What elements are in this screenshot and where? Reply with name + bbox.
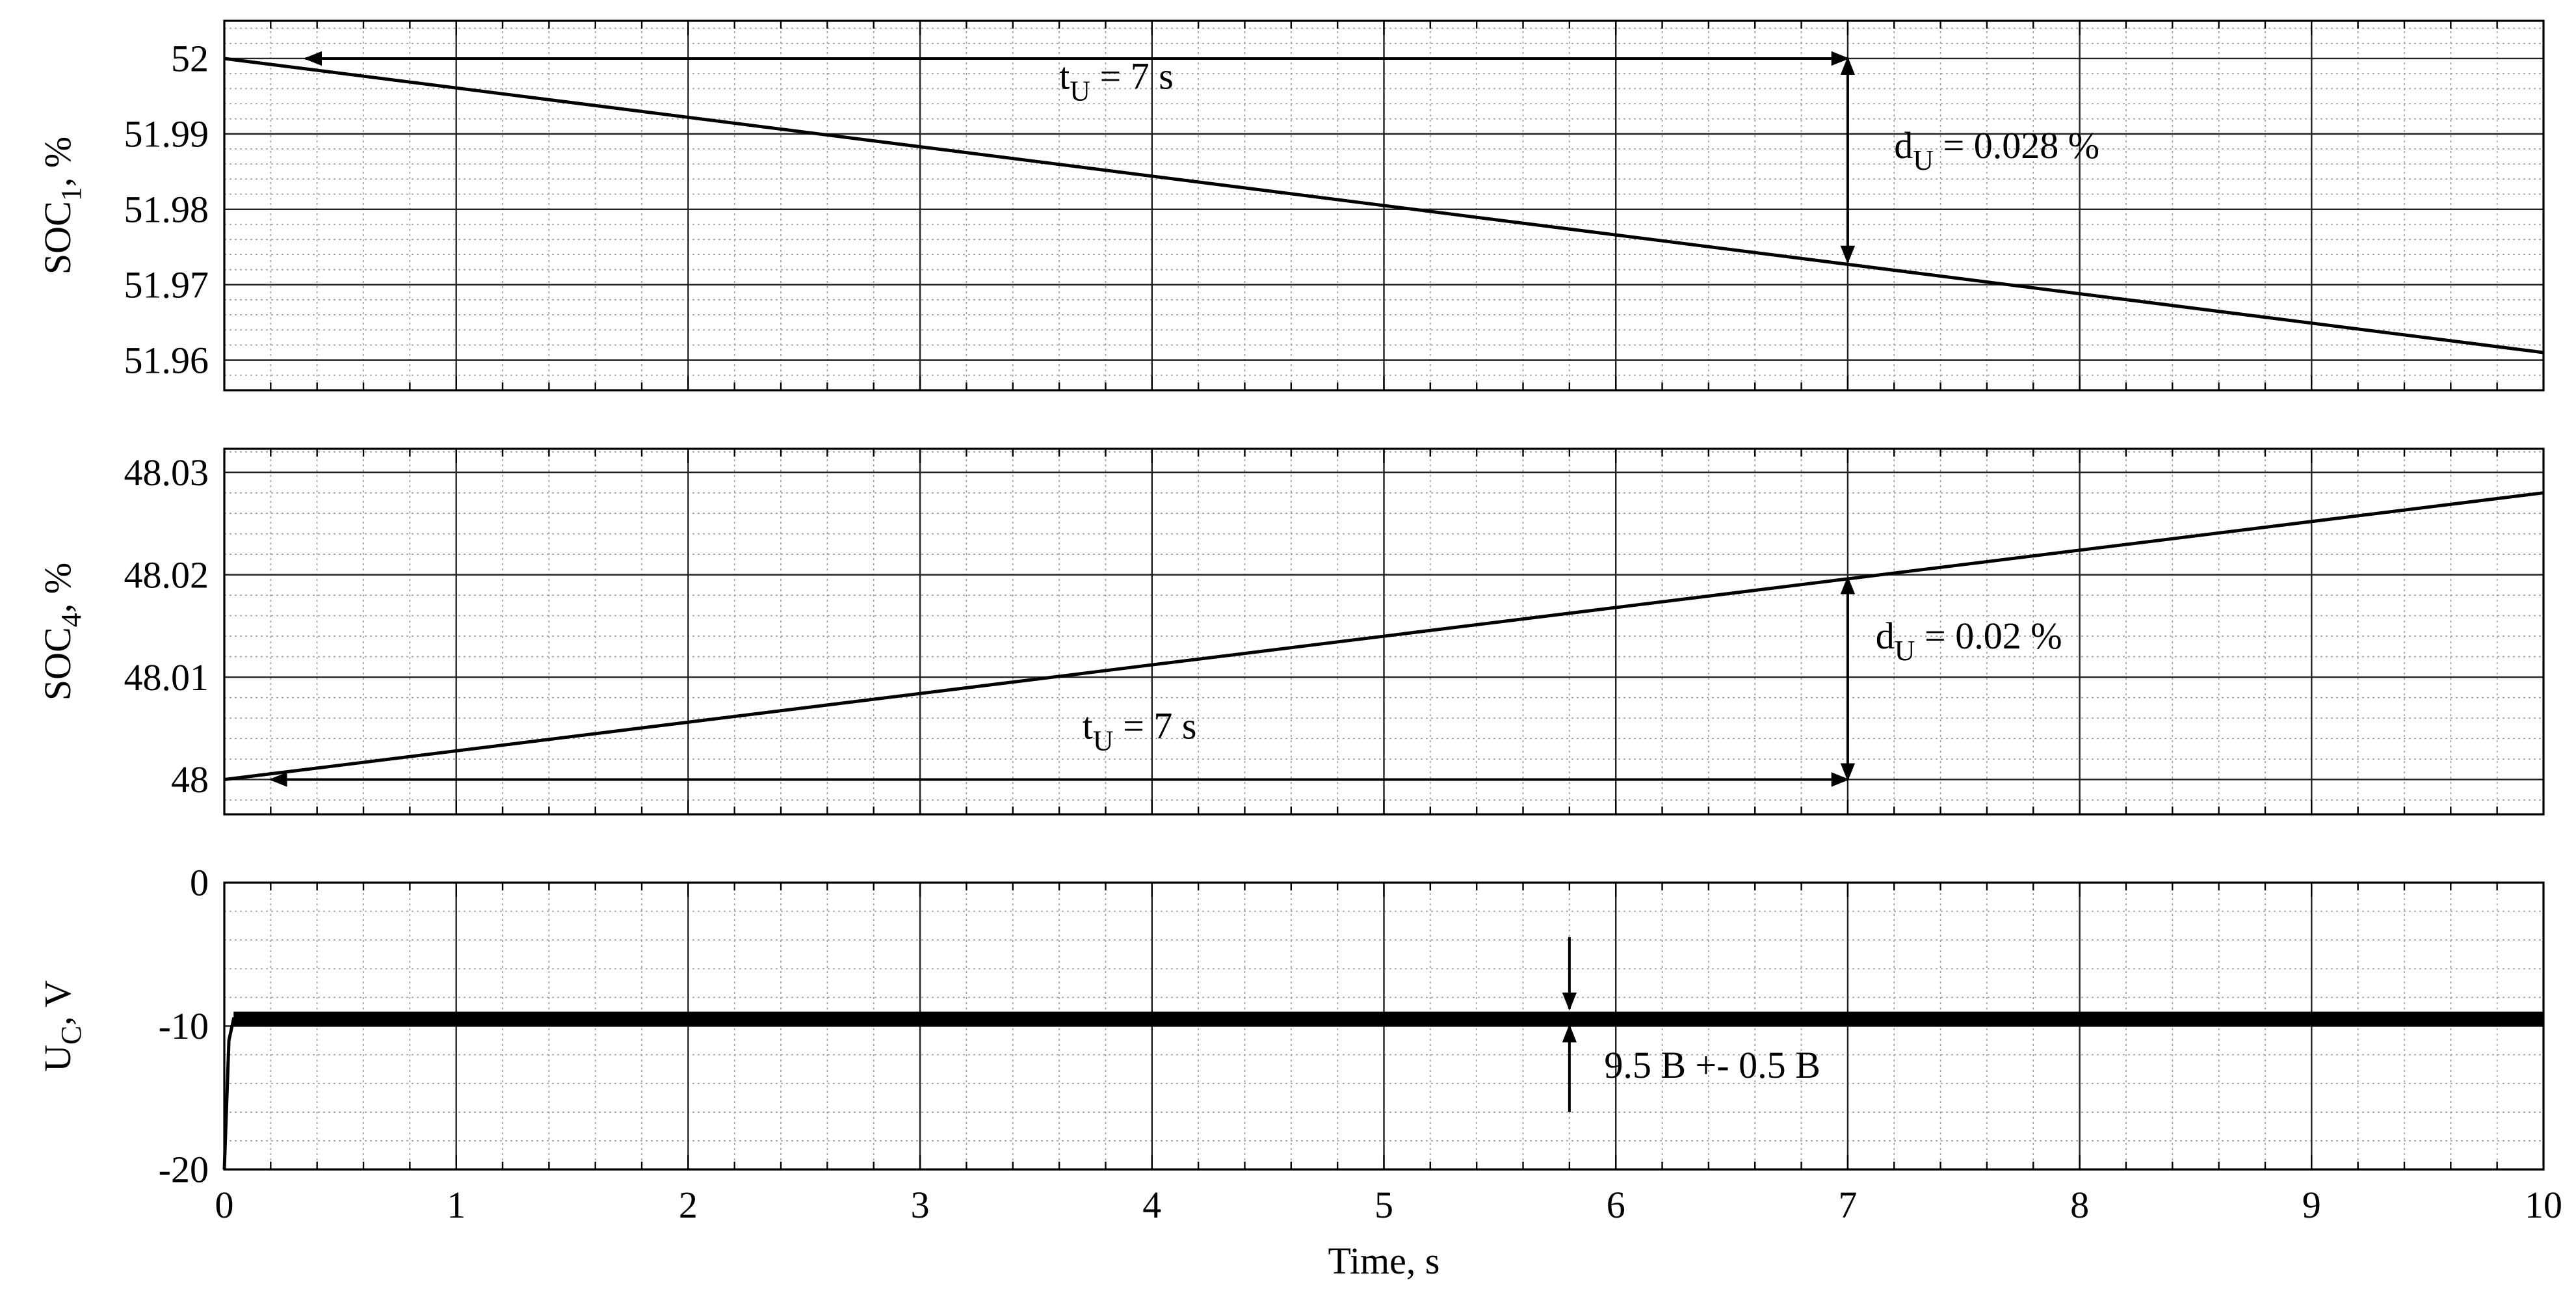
plot-frame xyxy=(223,447,2545,816)
annotation-rest: = 0.02 % xyxy=(1915,615,2062,657)
annotation-label: dU = 0.028 % xyxy=(1894,124,2099,176)
y-axis-title-subscript: C xyxy=(55,1026,87,1045)
y-axis-title-unit: , % xyxy=(36,137,79,187)
y-tick-label: 51.96 xyxy=(124,339,209,381)
y-axis-title-unit: , % xyxy=(36,563,79,613)
x-tick-label: 0 xyxy=(215,1184,234,1226)
x-tick-label: 3 xyxy=(911,1184,930,1226)
y-tick-label: 0 xyxy=(190,862,209,904)
y-axis-title: SOC4, % xyxy=(36,563,87,701)
x-tick-label: 10 xyxy=(2525,1184,2562,1226)
x-tick-label: 6 xyxy=(1607,1184,1625,1226)
annotation-base: d xyxy=(1876,615,1895,657)
annotation-subscript: U xyxy=(1070,75,1090,107)
y-tick-label: -10 xyxy=(159,1005,209,1047)
y-tick-label: 52 xyxy=(171,38,209,80)
y-tick-label: 48.03 xyxy=(124,451,209,494)
annotation-base: 9.5 B +- 0.5 B xyxy=(1604,1044,1820,1086)
series-line xyxy=(224,491,2544,781)
y-axis-title: UC, V xyxy=(36,980,87,1072)
y-tick-label: 48 xyxy=(171,758,209,801)
annotation-rest: = 7 s xyxy=(1090,55,1174,97)
annotation-subscript: U xyxy=(1895,635,1915,667)
annotation-label: 9.5 B +- 0.5 B xyxy=(1604,1044,1820,1086)
y-axis-title-unit: , V xyxy=(36,980,79,1026)
annotation-label: tU = 7 s xyxy=(1083,705,1197,757)
annotation-label: tU = 7 s xyxy=(1059,55,1174,107)
y-tick-label: 48.01 xyxy=(124,656,209,699)
x-tick-label: 1 xyxy=(447,1184,466,1226)
x-tick-label: 5 xyxy=(1374,1184,1393,1226)
annotation-label: dU = 0.02 % xyxy=(1876,615,2062,667)
x-tick-label: 2 xyxy=(679,1184,698,1226)
annotation-base: t xyxy=(1059,55,1070,97)
y-tick-label: 48.02 xyxy=(124,554,209,596)
annotation-base: t xyxy=(1083,705,1093,747)
subplot-3: -20 -10 0 0 1 2 3 4 5 6 7 8 9 10 Time, s UC, V 9.5 B +- … xyxy=(36,862,2562,1282)
x-tick-label: 8 xyxy=(2070,1184,2089,1226)
annotation-rest: = 0.028 % xyxy=(1934,124,2099,167)
x-tick-label: 7 xyxy=(1838,1184,1857,1226)
y-tick-label: 51.98 xyxy=(124,189,209,231)
annotation-base: d xyxy=(1894,124,1913,167)
y-tick-label: -20 xyxy=(159,1149,209,1191)
x-axis-title: Time, s xyxy=(1328,1240,1440,1282)
x-tick-label: 9 xyxy=(2302,1184,2321,1226)
series-line xyxy=(222,1017,2543,1170)
y-tick-label: 51.99 xyxy=(124,113,209,155)
y-axis-title-main: U xyxy=(36,1045,79,1072)
series-line xyxy=(224,57,2544,354)
annotation-subscript: U xyxy=(1913,144,1934,176)
y-axis-title-subscript: 1 xyxy=(55,187,87,201)
annotation-subscript: U xyxy=(1093,725,1114,757)
plot-frame xyxy=(223,20,2545,392)
y-axis-title: SOC1, % xyxy=(36,137,87,274)
y-axis-title-main: SOC xyxy=(36,627,79,701)
y-axis-title-subscript: 4 xyxy=(55,613,87,627)
y-axis-title-main: SOC xyxy=(36,201,79,274)
y-tick-label: 51.97 xyxy=(124,263,209,306)
annotation-rest: = 7 s xyxy=(1114,705,1197,747)
x-tick-label: 4 xyxy=(1142,1184,1161,1226)
